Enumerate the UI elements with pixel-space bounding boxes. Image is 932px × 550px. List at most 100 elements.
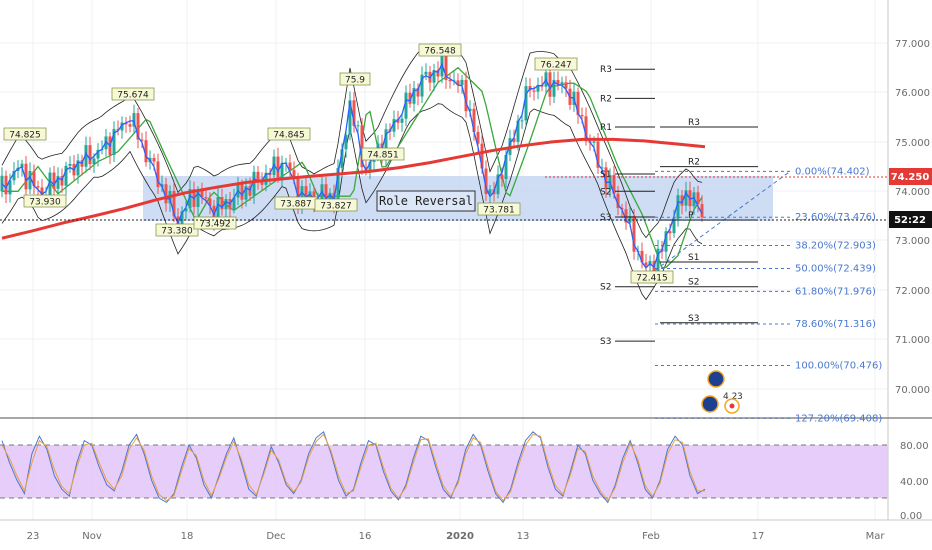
candle-body xyxy=(668,231,672,234)
candle-body xyxy=(180,211,184,227)
candle-body xyxy=(664,231,668,252)
peak-label: 74.825 xyxy=(9,131,41,141)
candle-body xyxy=(244,186,248,200)
peak-label: 73.781 xyxy=(483,206,515,216)
candle-body xyxy=(140,139,144,141)
candle-body xyxy=(344,134,348,150)
countdown-badge xyxy=(889,211,932,228)
candle-body xyxy=(248,186,252,196)
countdown-value: 52:22 xyxy=(894,215,926,226)
candle-body xyxy=(152,157,156,162)
candle-body xyxy=(580,115,584,117)
peak-label: 75.674 xyxy=(117,91,149,101)
candle-body xyxy=(600,167,604,169)
candle-body xyxy=(232,197,236,210)
pivot-levels: R3 R2 R1 S1 S2 S3 S2 S3 R3 R2 P S1 S2 S3 xyxy=(600,65,758,347)
candle-body xyxy=(516,120,520,142)
pivot-label: P xyxy=(688,211,694,221)
price-tick-label: 71.000 xyxy=(895,335,930,346)
candle-body xyxy=(604,167,608,190)
candle-body xyxy=(36,186,40,188)
peak-label-box xyxy=(630,270,674,284)
candle-body xyxy=(432,70,436,83)
candle-body xyxy=(84,145,88,167)
moving-average-50 xyxy=(2,66,703,269)
role-reversal-label-box[interactable] xyxy=(376,190,476,212)
candle-body xyxy=(396,119,400,123)
peak-label: 73.827 xyxy=(320,202,352,212)
time-tick-label: 13 xyxy=(517,531,530,542)
oscillator-tick-label: 0.00 xyxy=(900,511,922,522)
pivot-label: S1 xyxy=(600,170,611,180)
candle-body xyxy=(208,198,212,206)
candle-body xyxy=(480,143,484,169)
pivot-label: R3 xyxy=(688,118,700,128)
peak-label: 76.548 xyxy=(424,47,456,57)
candle-body xyxy=(680,195,684,206)
pivot-label: S2 xyxy=(688,278,699,288)
candle-body xyxy=(276,156,280,179)
event-count-label: 3 xyxy=(737,392,743,402)
candle-body xyxy=(624,209,628,223)
candle-body xyxy=(356,125,360,127)
time-tick-label: 23 xyxy=(27,531,40,542)
candle-body xyxy=(304,186,308,199)
peak-label: 73.492 xyxy=(199,220,231,230)
candle-body xyxy=(436,70,440,77)
oscillator-line xyxy=(1,433,705,502)
candle-body xyxy=(188,189,192,209)
candle-body xyxy=(4,175,8,195)
peak-label-box xyxy=(267,127,311,141)
candle-body xyxy=(300,186,304,206)
peak-label-box xyxy=(111,87,155,101)
candle-body xyxy=(220,197,224,210)
pivot-label: R1 xyxy=(600,123,612,133)
peak-label-box xyxy=(418,43,462,57)
peak-label-box xyxy=(155,223,199,237)
moving-average-fast xyxy=(1,62,703,269)
candle-body xyxy=(368,161,372,172)
candle-body xyxy=(416,88,420,97)
candle-body xyxy=(684,190,688,206)
candle-body xyxy=(536,84,540,92)
candle-body xyxy=(656,248,660,276)
candle-body xyxy=(340,149,344,169)
candle-body xyxy=(672,218,676,234)
flag-au-icon[interactable] xyxy=(707,370,725,388)
fib-level-label: 78.60%(71.316) xyxy=(795,319,876,330)
peak-label-box xyxy=(534,57,578,71)
candle-body xyxy=(272,156,276,176)
ma200-line xyxy=(1,137,706,240)
candle-body xyxy=(444,55,448,81)
time-tick-label: 17 xyxy=(752,531,765,542)
fib-level-label: 100.00%(70.476) xyxy=(795,360,882,371)
flag-au-icon[interactable] xyxy=(701,395,719,413)
candle-body xyxy=(92,158,96,165)
candle-body xyxy=(96,149,100,159)
candle-body xyxy=(68,163,72,166)
peak-label-box xyxy=(3,127,47,141)
pivot-label: S3 xyxy=(688,314,699,324)
time-tick-label: Feb xyxy=(642,531,660,542)
oscillator-band xyxy=(0,445,888,498)
candle-body xyxy=(696,192,700,205)
peak-label-box xyxy=(314,198,358,212)
last-price-badge xyxy=(889,168,932,185)
pivot-label: R3 xyxy=(600,65,612,75)
economic-event-icons[interactable]: 4 2 3 xyxy=(701,370,743,414)
candle-body xyxy=(172,190,176,217)
candle-body xyxy=(224,199,228,210)
candle-body xyxy=(532,90,536,92)
candle-body xyxy=(32,171,36,187)
candle-body xyxy=(200,190,204,198)
candle-body xyxy=(420,74,424,97)
candle-body xyxy=(288,162,292,171)
pivot-label: S1 xyxy=(688,253,699,263)
event-count-label: 4 2 xyxy=(723,392,737,402)
peak-label: 73.887 xyxy=(280,200,312,210)
flag-jp-dot-icon xyxy=(729,403,735,409)
candle-body xyxy=(404,92,408,119)
candle-body xyxy=(596,141,600,168)
oscillator-tick-label: 40.00 xyxy=(900,477,929,488)
